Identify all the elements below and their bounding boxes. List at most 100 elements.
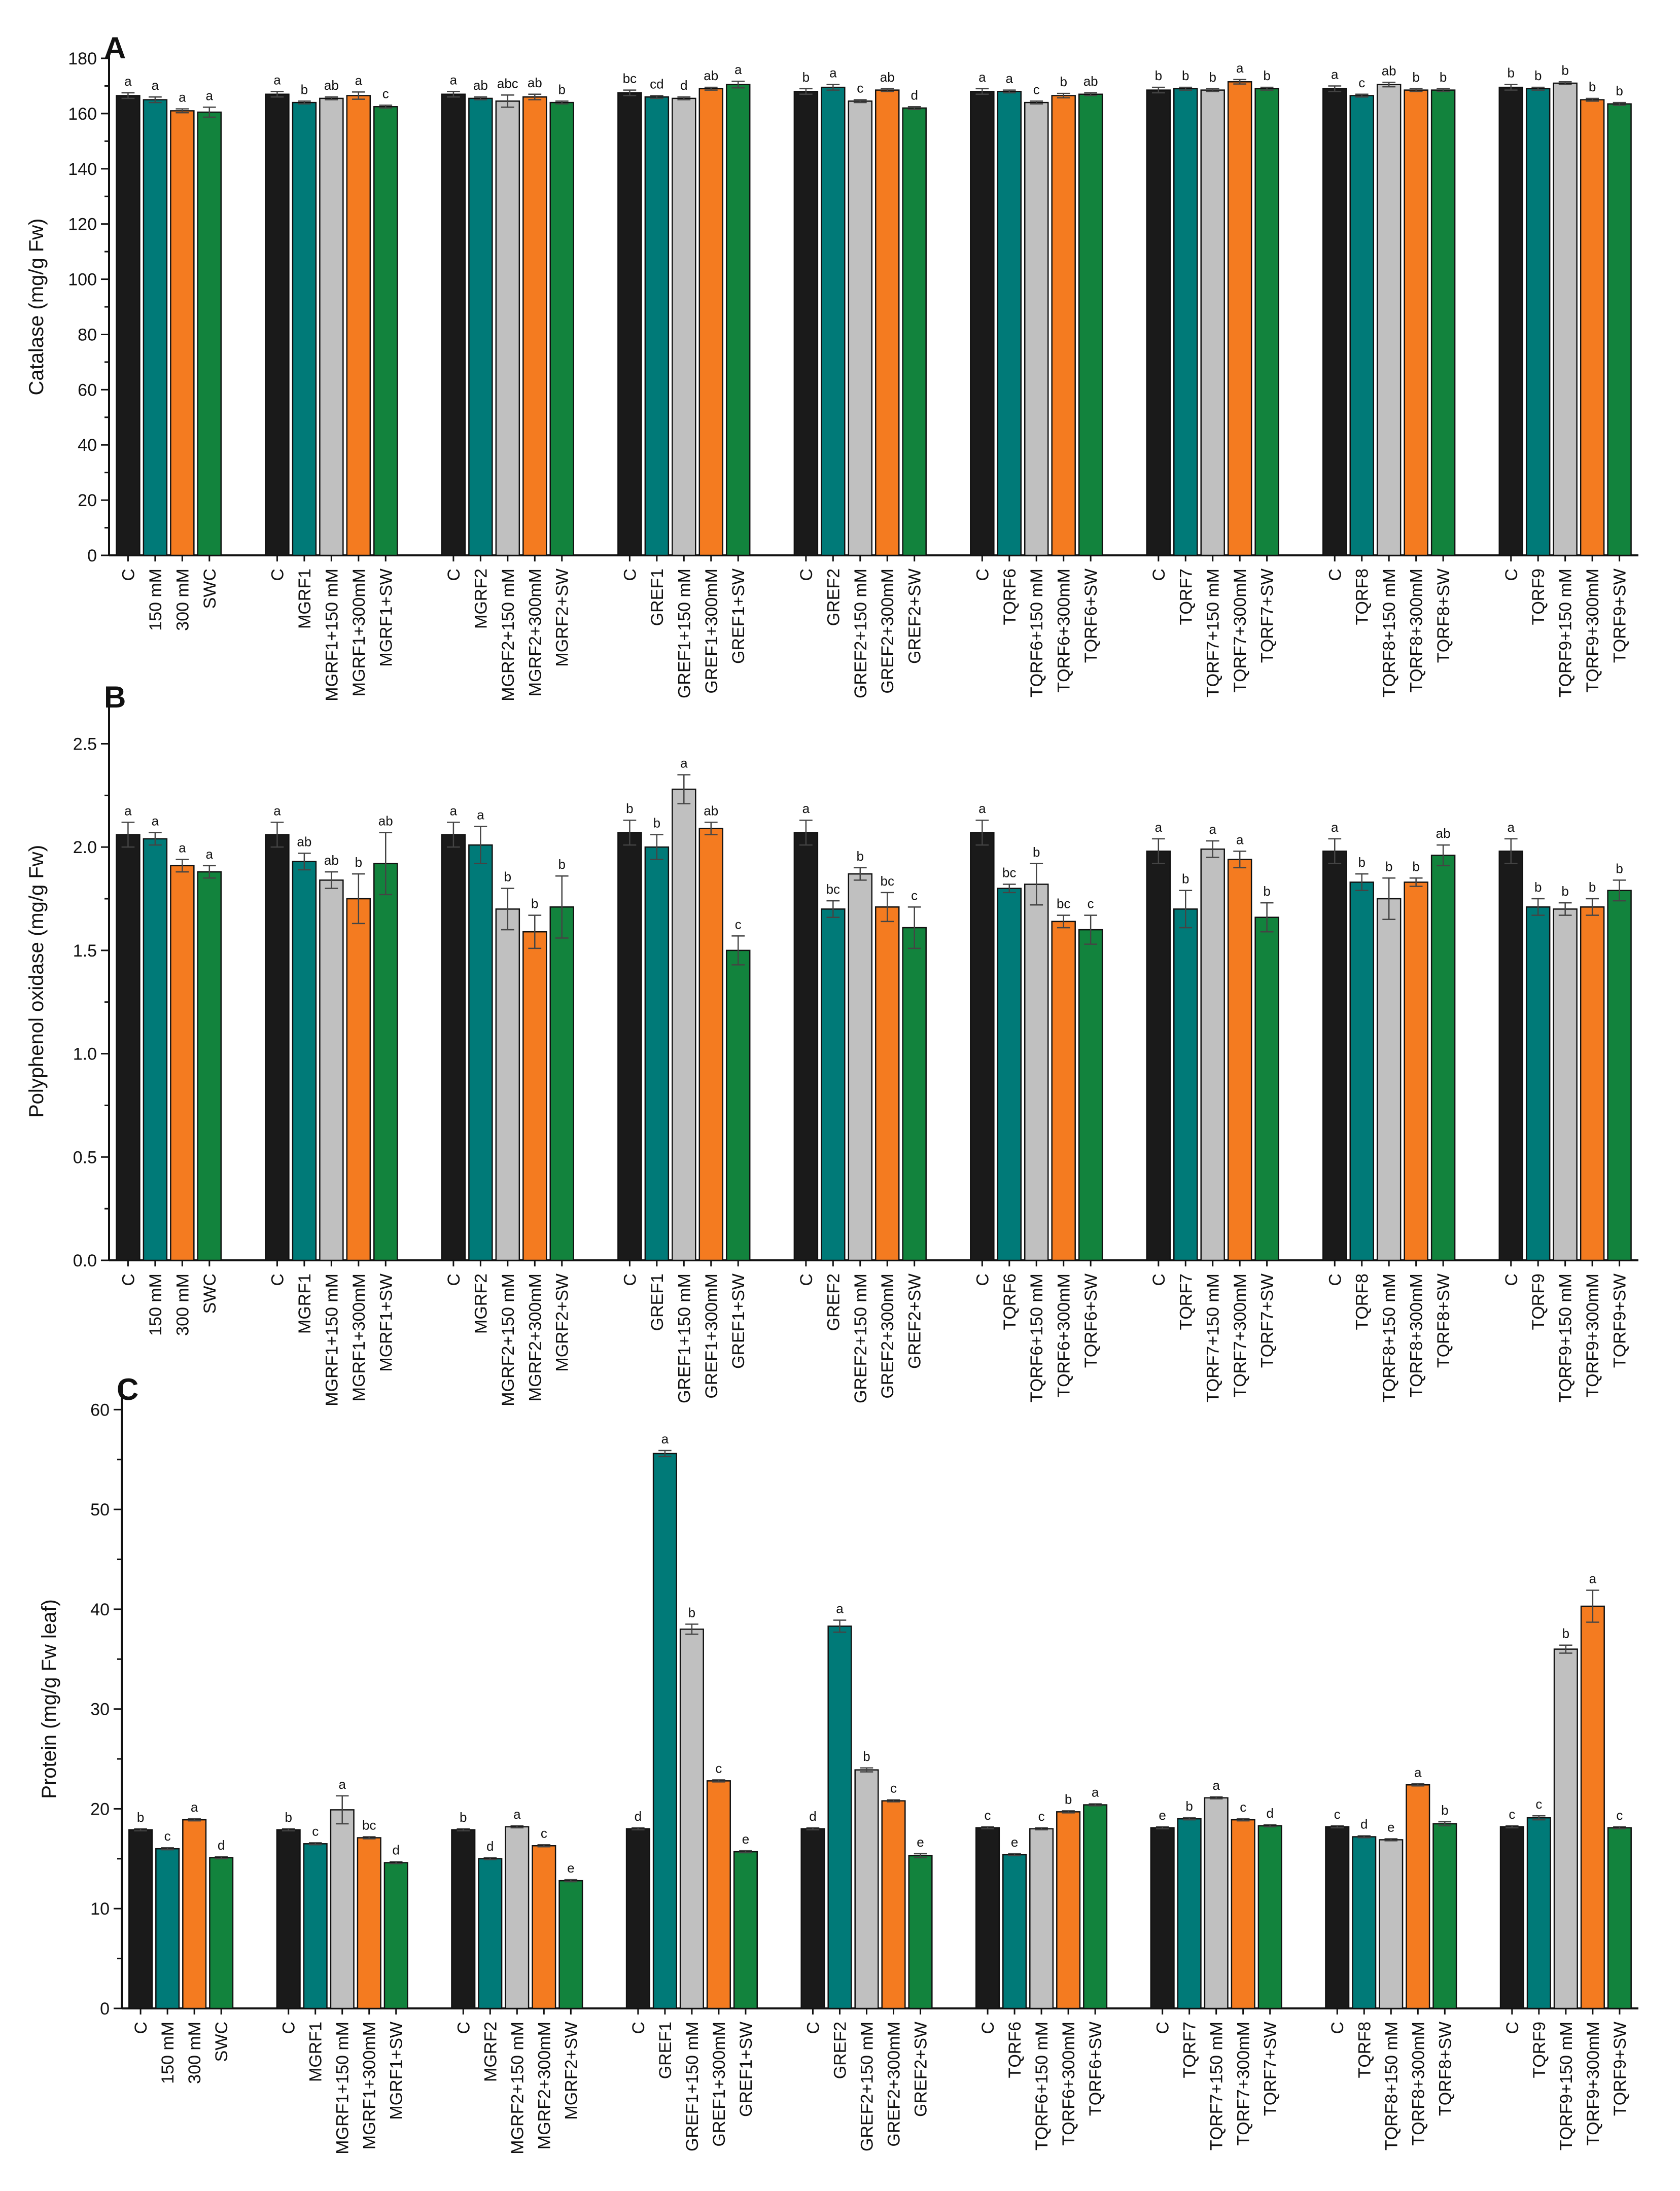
bar <box>1257 1825 1282 2009</box>
bar <box>1146 851 1171 1261</box>
significance-letter: ab <box>378 814 393 829</box>
bar <box>441 834 466 1261</box>
significance-letter: a <box>124 74 132 89</box>
y-tick-label: 60 <box>78 380 97 400</box>
significance-letter: bc <box>623 71 637 86</box>
category-label: GREF1+300mM <box>702 1274 721 1399</box>
bar <box>672 97 696 556</box>
bar <box>1349 881 1374 1261</box>
panel-A: A 0 20 40 60 80 100 120 140 160 180 Catalase (mg/g … <box>25 31 1638 701</box>
bar-group-8: c Cd TQRF8 e TQRF8+150 mM a TQRF8+300mM b TQRF8+… <box>1325 1764 1457 2150</box>
y-tick-label: 1.5 <box>73 941 97 961</box>
category-label: MGRF2+SW <box>553 569 572 667</box>
significance-letter: b <box>1561 62 1568 78</box>
bar <box>1404 89 1428 556</box>
significance-letter: c <box>1088 896 1094 911</box>
significance-letter: ab <box>297 834 311 849</box>
category-label: C <box>620 1274 640 1286</box>
significance-letter: d <box>911 87 918 102</box>
bar <box>170 110 195 556</box>
category-label: MGRF1+SW <box>376 1274 396 1372</box>
significance-letter: d <box>486 1839 494 1854</box>
bar <box>468 844 493 1261</box>
category-label: SWC <box>200 569 220 609</box>
bar <box>644 96 670 556</box>
category-label: 150 mM <box>146 569 165 631</box>
significance-letter: c <box>1509 1807 1515 1822</box>
bar <box>1024 884 1049 1261</box>
significance-letter: a <box>191 1799 198 1815</box>
significance-letter: d <box>635 1809 642 1824</box>
bar <box>532 1845 556 2009</box>
bar-group-3: a Ca MGRF2 b MGRF2+150 mM b MGRF2+300mM b MGRF2+… <box>441 803 574 1406</box>
bar <box>881 1800 906 2009</box>
significance-letter: b <box>857 849 864 864</box>
significance-letter: b <box>1412 69 1419 85</box>
bar <box>1376 898 1402 1261</box>
category-label: TQRF6+150 mM <box>1027 1274 1046 1402</box>
category-label: MGRF2 <box>471 1274 491 1334</box>
category-label: C <box>454 2022 473 2034</box>
y-tick-label: 50 <box>90 1500 110 1519</box>
significance-letter: a <box>1092 1785 1099 1800</box>
bar <box>1607 890 1632 1261</box>
significance-letter: b <box>504 869 511 885</box>
y-tick-label: 160 <box>68 104 97 124</box>
bar <box>1173 908 1198 1261</box>
bar <box>1254 88 1279 556</box>
bar-group-6: a Ca TQRF6 c TQRF6+150 mM b TQRF6+300mM ab TQRF6… <box>970 69 1103 697</box>
bar <box>997 888 1022 1261</box>
significance-letter: b <box>301 82 308 97</box>
significance-letter: ab <box>473 78 488 93</box>
bar-group-5: b Ca GREF2 c GREF2+150 mM ab GREF2+300mM d GREF2… <box>793 65 927 698</box>
significance-letter: c <box>382 86 389 101</box>
significance-letter: a <box>1155 820 1163 835</box>
bar-group-4: bc Ccd GREF1 d GREF1+150 mM ab GREF1+300mM a GRE… <box>617 62 751 698</box>
significance-letter: d <box>393 1843 400 1858</box>
y-tick-label: 180 <box>68 49 97 68</box>
significance-letter: b <box>558 857 566 872</box>
bar <box>1325 1826 1350 2009</box>
bar <box>441 93 466 556</box>
significance-letter: ab <box>324 78 339 93</box>
significance-letter: b <box>1616 83 1623 98</box>
bar <box>1322 88 1347 556</box>
significance-letter: a <box>734 62 742 77</box>
category-label: TQRF8 <box>1353 1274 1372 1330</box>
category-label: TQRF7+150 mM <box>1204 1274 1223 1402</box>
significance-letter: c <box>1358 75 1365 90</box>
bar <box>128 1829 153 2009</box>
category-label: MGRF1+150 mM <box>322 1274 341 1406</box>
significance-letter: a <box>680 756 688 771</box>
bar <box>1352 1836 1377 2009</box>
bar <box>1322 851 1347 1261</box>
bar <box>706 1780 731 2009</box>
bar <box>725 949 751 1261</box>
significance-letter: a <box>1236 832 1244 847</box>
bar-group-8: a Cc TQRF8 ab TQRF8+150 mM b TQRF8+300mM b TQRF8… <box>1322 63 1456 697</box>
bar <box>793 91 819 556</box>
bar <box>1150 1827 1175 2009</box>
significance-letter: a <box>978 801 986 816</box>
category-label: MGRF1+300mM <box>360 2022 379 2149</box>
category-label: C <box>119 1274 138 1286</box>
bar <box>346 898 371 1261</box>
category-label: MGRF1 <box>306 2022 326 2082</box>
bar <box>182 1819 207 2009</box>
bar-group-1: b Cc 150 mM a 300 mM d SWC <box>128 1799 234 2084</box>
significance-letter: b <box>1182 871 1189 887</box>
bar <box>1432 1823 1457 2009</box>
bar <box>1227 859 1252 1261</box>
category-label: TQRF9+300mM <box>1583 569 1602 693</box>
bar <box>505 1826 530 2009</box>
significance-letter: ab <box>1083 74 1098 89</box>
bar <box>997 91 1022 556</box>
category-label: 150 mM <box>158 2022 178 2084</box>
bar <box>1078 93 1103 556</box>
significance-letter: c <box>735 916 742 932</box>
significance-letter: b <box>1182 68 1189 83</box>
bar <box>874 89 900 556</box>
category-label: GREF2+SW <box>905 569 925 664</box>
category-label: TQRF9 <box>1529 569 1548 625</box>
